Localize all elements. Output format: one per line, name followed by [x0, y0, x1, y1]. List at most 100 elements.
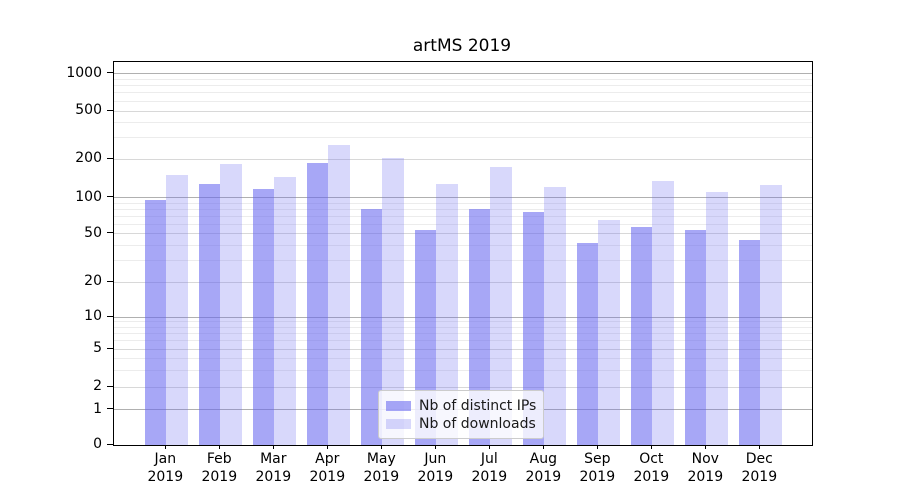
- x-tick-mark: [380, 445, 382, 449]
- minor-gridline: [114, 202, 812, 204]
- x-tick-label-feb: Feb 2019: [201, 451, 238, 485]
- bar-downloads-aug: [544, 187, 566, 445]
- x-tick-mark: [596, 445, 598, 449]
- minor-gridline: [114, 122, 812, 124]
- y-tick-label: 10: [84, 308, 102, 324]
- minor-gridline: [114, 260, 812, 262]
- x-tick-mark: [488, 445, 490, 449]
- y-tick-mark: [107, 315, 113, 317]
- x-tick-label-dec: Dec 2019: [741, 451, 778, 485]
- bar-distinct-ips-jan: [144, 199, 167, 445]
- minor-gridline: [114, 321, 812, 323]
- bar-distinct-ips-jul: [468, 209, 491, 445]
- legend-swatch-distinct-ips: [386, 400, 411, 411]
- labeled-minor-gridline: [114, 110, 812, 112]
- x-tick-label-jan: Jan 2019: [147, 451, 184, 485]
- bar-downloads-mar: [274, 176, 296, 445]
- minor-gridline: [114, 357, 812, 359]
- x-tick-label-may: May 2019: [363, 451, 400, 485]
- x-tick-label-jun: Jun 2019: [417, 451, 454, 485]
- bar-downloads-apr: [328, 144, 350, 445]
- x-tick-mark: [704, 445, 706, 449]
- y-tick-label: 1: [93, 400, 102, 417]
- y-tick-mark: [107, 109, 113, 111]
- minor-gridline: [114, 369, 812, 371]
- bar-distinct-ips-nov: [684, 229, 707, 445]
- x-tick-label-mar: Mar 2019: [255, 451, 292, 485]
- bar-downloads-sep: [598, 219, 620, 445]
- major-gridline: [114, 197, 812, 199]
- y-tick-mark: [107, 347, 113, 349]
- bar-downloads-may: [382, 157, 404, 445]
- labeled-minor-gridline: [114, 386, 812, 388]
- bar-downloads-oct: [652, 181, 674, 445]
- bar-downloads-nov: [706, 191, 728, 445]
- x-tick-mark: [164, 445, 166, 449]
- y-tick-label: 500: [75, 102, 102, 118]
- bar-downloads-feb: [220, 163, 242, 445]
- bar-distinct-ips-aug: [522, 211, 545, 445]
- x-tick-mark: [650, 445, 652, 449]
- x-tick-label-aug: Aug 2019: [525, 451, 562, 485]
- legend: Nb of distinct IPs Nb of downloads: [378, 390, 544, 439]
- x-tick-mark: [272, 445, 274, 449]
- legend-label-distinct-ips: Nb of distinct IPs: [419, 397, 537, 414]
- minor-gridline: [114, 215, 812, 217]
- x-tick-label-nov: Nov 2019: [687, 451, 724, 485]
- minor-gridline: [114, 208, 812, 210]
- minor-gridline: [114, 244, 812, 246]
- bar-distinct-ips-feb: [198, 184, 221, 445]
- labeled-minor-gridline: [114, 158, 812, 160]
- x-tick-mark: [218, 445, 220, 449]
- bar-downloads-jul: [490, 166, 512, 445]
- x-tick-label-sep: Sep 2019: [579, 451, 616, 485]
- bar-downloads-jan: [166, 174, 188, 445]
- y-tick-mark: [107, 232, 113, 233]
- minor-gridline: [114, 340, 812, 342]
- y-tick-mark: [107, 443, 113, 445]
- plot-area: Nb of distinct IPs Nb of downloads: [113, 61, 813, 446]
- y-tick-mark: [107, 408, 113, 409]
- minor-gridline: [114, 332, 812, 334]
- legend-label-downloads: Nb of downloads: [419, 415, 536, 432]
- legend-item-downloads: Nb of downloads: [386, 415, 536, 432]
- y-tick-label: 1000: [66, 64, 102, 81]
- y-tick-label: 50: [84, 224, 102, 241]
- bar-downloads-jun: [436, 184, 458, 445]
- y-tick-label: 0: [93, 436, 102, 452]
- minor-gridline: [114, 85, 812, 87]
- bar-downloads-dec: [760, 184, 782, 445]
- legend-swatch-downloads: [386, 418, 411, 429]
- legend-item-distinct-ips: Nb of distinct IPs: [386, 397, 537, 414]
- x-tick-mark: [758, 445, 760, 449]
- y-tick-mark: [107, 72, 113, 74]
- bar-distinct-ips-apr: [306, 162, 329, 445]
- labeled-minor-gridline: [114, 281, 812, 283]
- bar-distinct-ips-sep: [576, 242, 599, 445]
- bar-distinct-ips-dec: [738, 240, 761, 445]
- x-tick-mark: [326, 445, 328, 449]
- bar-distinct-ips-may: [360, 209, 383, 445]
- y-tick-mark: [107, 385, 113, 387]
- x-tick-label-apr: Apr 2019: [309, 451, 346, 485]
- minor-gridline: [114, 223, 812, 225]
- y-tick-mark: [107, 280, 113, 282]
- major-gridline: [114, 316, 812, 318]
- y-tick-mark: [107, 157, 113, 159]
- minor-gridline: [114, 92, 812, 94]
- x-tick-mark: [434, 445, 436, 449]
- minor-gridline: [114, 78, 812, 80]
- major-gridline: [114, 73, 812, 75]
- minor-gridline: [114, 137, 812, 139]
- y-tick-label: 5: [93, 340, 102, 356]
- chart-title: artMS 2019: [412, 36, 512, 56]
- y-tick-label: 20: [84, 273, 102, 289]
- x-tick-mark: [542, 445, 544, 449]
- labeled-minor-gridline: [114, 233, 812, 234]
- y-tick-label: 200: [75, 150, 102, 167]
- minor-gridline: [114, 326, 812, 328]
- x-tick-label-oct: Oct 2019: [633, 451, 670, 485]
- bar-distinct-ips-oct: [630, 226, 653, 445]
- y-tick-label: 2: [93, 378, 102, 394]
